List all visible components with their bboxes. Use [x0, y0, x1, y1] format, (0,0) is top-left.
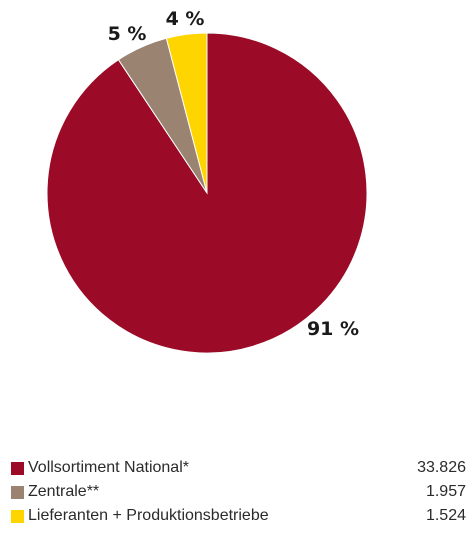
legend-swatch-vollsortiment: [11, 461, 24, 475]
legend-label: Lieferanten + Produktionsbetriebe: [28, 507, 269, 524]
pie-slices: [46, 32, 368, 354]
legend-label: Zentrale**: [28, 483, 100, 500]
legend-item-zentrale: Zentrale** 1.957: [11, 480, 466, 504]
legend-value: 33.826: [417, 459, 466, 476]
legend: Vollsortiment National* 33.826 Zentrale*…: [11, 456, 466, 528]
slice-label-vollsortiment: 91 %: [307, 318, 359, 340]
legend-item-lieferanten: Lieferanten + Produktionsbetriebe 1.524: [11, 504, 466, 528]
legend-value: 1.524: [425, 507, 466, 524]
legend-label: Vollsortiment National*: [28, 459, 189, 476]
legend-swatch-zentrale: [11, 485, 24, 499]
legend-value: 1.957: [425, 483, 466, 500]
slice-label-zentrale: 5 %: [108, 23, 147, 45]
pie-chart: 91 % 5 % 4 %: [46, 8, 368, 354]
legend-item-vollsortiment: Vollsortiment National* 33.826: [11, 456, 466, 480]
legend-swatch-lieferanten: [11, 509, 24, 523]
slice-lieferanten: [165, 32, 208, 194]
slice-label-lieferanten: 4 %: [166, 8, 205, 30]
